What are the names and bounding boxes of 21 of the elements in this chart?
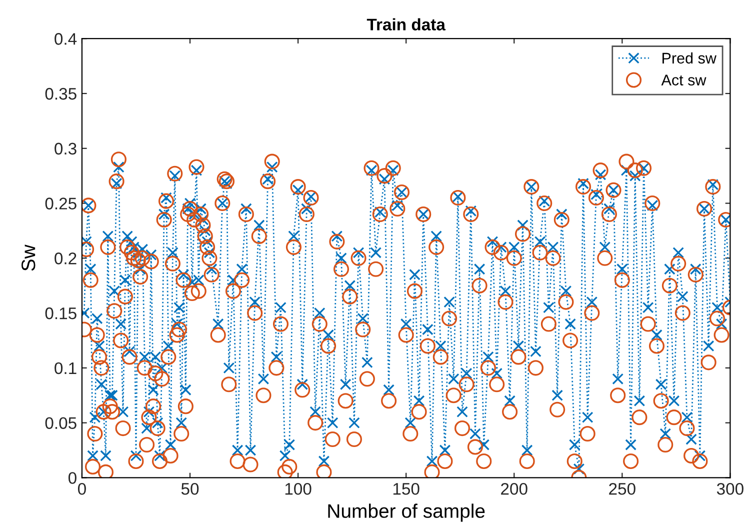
legend-label: Act sw	[661, 74, 706, 86]
y-tick-label: 0.35	[45, 88, 76, 100]
y-tick-label: 0.05	[45, 417, 76, 430]
y-tick-label: 0.25	[45, 198, 76, 210]
x-tick-label: 0	[78, 482, 86, 495]
y-tick-label: 0	[68, 472, 76, 484]
chart-title: Train data	[366, 18, 446, 30]
y-tick-label: 0.15	[45, 307, 76, 320]
x-axis-title: Number of sample	[328, 504, 485, 522]
x-tick-label: 250	[609, 482, 636, 495]
y-axis-title: Sw	[22, 244, 36, 271]
x-tick-label: 300	[716, 482, 744, 495]
x-tick-label: 100	[285, 482, 312, 495]
x-tick-label: 50	[181, 482, 199, 495]
x-tick-label: 150	[393, 482, 420, 495]
y-tick-label: 0.2	[54, 252, 76, 264]
y-tick-label: 0.4	[54, 33, 77, 45]
y-tick-label: 0.1	[54, 362, 76, 374]
x-tick-label: 200	[501, 482, 528, 495]
y-tick-label: 0.3	[54, 142, 76, 155]
legend-label: Pred sw	[662, 52, 716, 64]
